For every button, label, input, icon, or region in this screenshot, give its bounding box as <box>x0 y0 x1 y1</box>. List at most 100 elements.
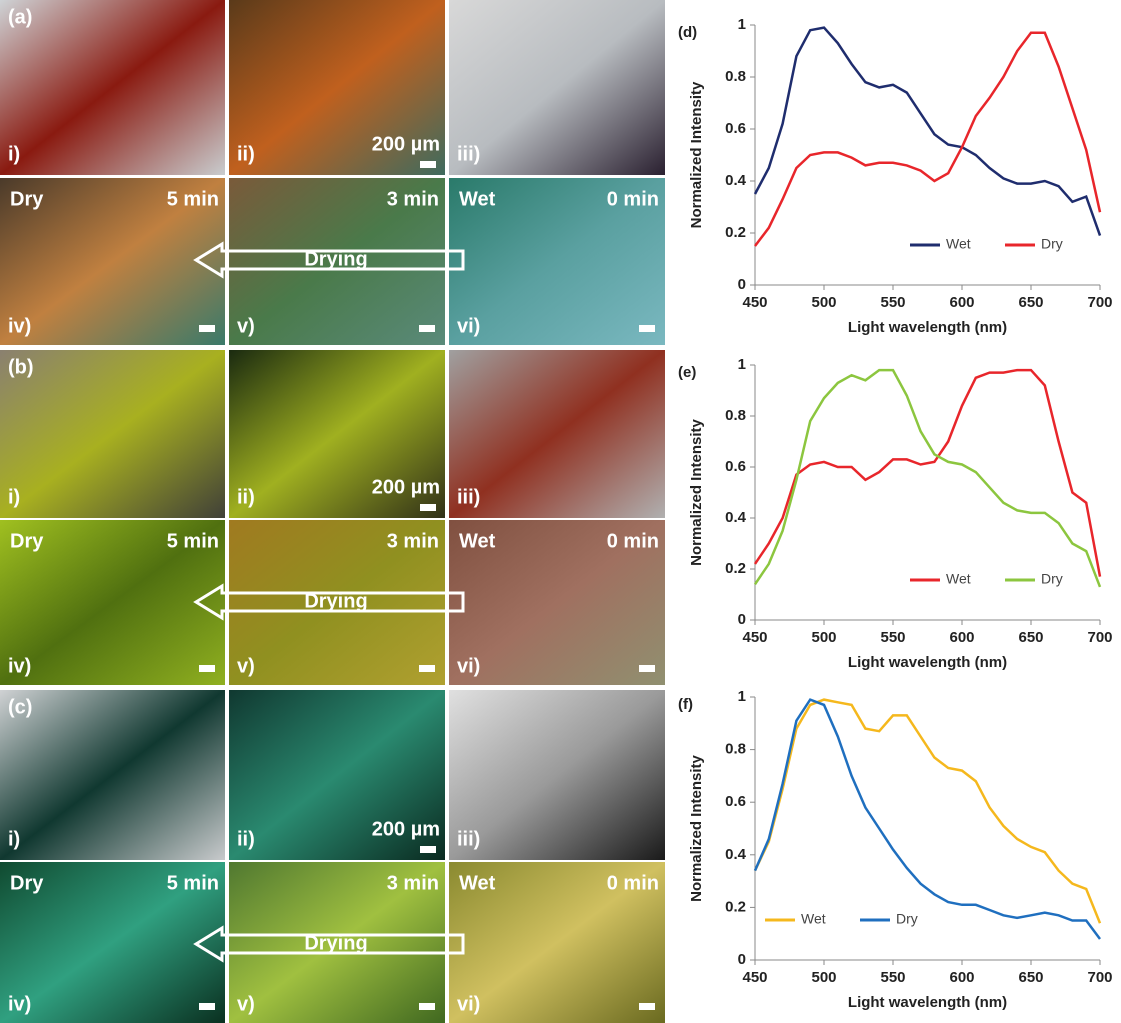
panel-number: vi) <box>457 315 480 337</box>
chart-title: (f) <box>678 696 693 713</box>
y-tick-label: 0.6 <box>725 120 746 137</box>
series-line <box>753 26 1102 237</box>
state-label: Wet <box>459 188 496 210</box>
chart-title: (e) <box>678 364 696 381</box>
y-tick-label: 0 <box>738 611 746 628</box>
x-tick-label: 550 <box>880 969 905 986</box>
time-label: 5 min <box>167 188 219 210</box>
y-tick-label: 0.4 <box>725 509 747 526</box>
scale-label: 200 µm <box>372 476 440 498</box>
y-tick-label: 0.6 <box>725 793 746 810</box>
x-tick-label: 700 <box>1087 969 1112 986</box>
photo <box>0 862 225 1023</box>
scale-label: 200 µm <box>372 818 440 840</box>
photo <box>229 0 445 175</box>
y-axis-label: Normalized Intensity <box>688 418 705 565</box>
scale-bar <box>639 1003 655 1010</box>
x-tick-label: 550 <box>880 294 905 311</box>
y-tick-label: 0.2 <box>725 560 746 577</box>
y-tick-label: 0 <box>738 276 746 293</box>
panel-number: vi) <box>457 993 480 1015</box>
x-tick-label: 600 <box>949 294 974 311</box>
legend-label: Wet <box>801 911 826 927</box>
y-axis-label: Normalized Intensity <box>688 81 705 228</box>
y-tick-label: 0.8 <box>725 741 746 758</box>
state-label: Dry <box>10 872 44 894</box>
time-label: 0 min <box>607 872 659 894</box>
x-tick-label: 650 <box>1018 969 1043 986</box>
panel-number: iii) <box>457 143 480 165</box>
x-tick-label: 500 <box>811 294 836 311</box>
time-label: 5 min <box>167 872 219 894</box>
time-label: 5 min <box>167 530 219 552</box>
scale-bar <box>199 1003 215 1010</box>
x-axis-label: Light wavelength (nm) <box>848 994 1007 1011</box>
drying-arrow <box>193 583 465 621</box>
panel-number: vi) <box>457 655 480 677</box>
photo <box>0 350 225 518</box>
scale-bar <box>420 846 436 853</box>
y-tick-label: 0.8 <box>725 68 746 85</box>
panel-number: ii) <box>237 143 255 165</box>
panel-number: iii) <box>457 486 480 508</box>
scale-bar <box>420 504 436 511</box>
panel-number: iv) <box>8 993 31 1015</box>
y-tick-label: 1 <box>738 688 746 705</box>
legend-label: Dry <box>1041 236 1063 252</box>
legend-label: Wet <box>946 571 971 587</box>
panel-number: i) <box>8 486 20 508</box>
photo <box>229 862 445 1023</box>
series-line <box>754 31 1102 247</box>
time-label: 0 min <box>607 530 659 552</box>
time-label: 0 min <box>607 188 659 210</box>
series-line <box>753 368 1102 588</box>
photo <box>449 862 665 1023</box>
chart-title: (d) <box>678 24 697 41</box>
photo <box>0 0 225 175</box>
y-axis-label: Normalized Intensity <box>688 754 705 901</box>
state-label: Dry <box>10 530 44 552</box>
x-tick-label: 450 <box>742 969 767 986</box>
x-tick-label: 450 <box>742 629 767 646</box>
photo <box>449 0 665 175</box>
x-tick-label: 500 <box>811 629 836 646</box>
x-axis-label: Light wavelength (nm) <box>848 319 1007 336</box>
photo <box>229 690 445 860</box>
group-label: (a) <box>8 6 32 28</box>
series-line <box>753 368 1102 577</box>
photo <box>449 178 665 345</box>
drying-arrow <box>193 925 465 963</box>
panel-number: iii) <box>457 828 480 850</box>
arrow-label: Drying <box>304 248 367 270</box>
legend-label: Dry <box>896 911 918 927</box>
photo <box>229 178 445 345</box>
x-tick-label: 450 <box>742 294 767 311</box>
group-label: (c) <box>8 696 32 718</box>
x-tick-label: 650 <box>1018 629 1043 646</box>
photo <box>0 178 225 345</box>
panel-number: i) <box>8 828 20 850</box>
photo <box>449 690 665 860</box>
state-label: Dry <box>10 188 44 210</box>
arrow-label: Drying <box>304 590 367 612</box>
y-tick-label: 0.2 <box>725 224 746 241</box>
y-tick-label: 0.2 <box>725 898 746 915</box>
panel-number: ii) <box>237 828 255 850</box>
drying-arrow <box>193 241 465 279</box>
photo <box>449 520 665 685</box>
legend-label: Dry <box>1041 571 1063 587</box>
x-tick-label: 500 <box>811 969 836 986</box>
panel-number: v) <box>237 315 255 337</box>
x-tick-label: 600 <box>949 969 974 986</box>
series-line <box>753 698 1102 924</box>
panel-number: iv) <box>8 655 31 677</box>
y-tick-label: 1 <box>738 356 746 373</box>
photo <box>0 520 225 685</box>
state-label: Wet <box>459 872 496 894</box>
scale-bar <box>419 1003 435 1010</box>
series-line <box>753 698 1102 940</box>
photo <box>229 350 445 518</box>
scale-bar <box>199 665 215 672</box>
y-tick-label: 0.8 <box>725 407 746 424</box>
